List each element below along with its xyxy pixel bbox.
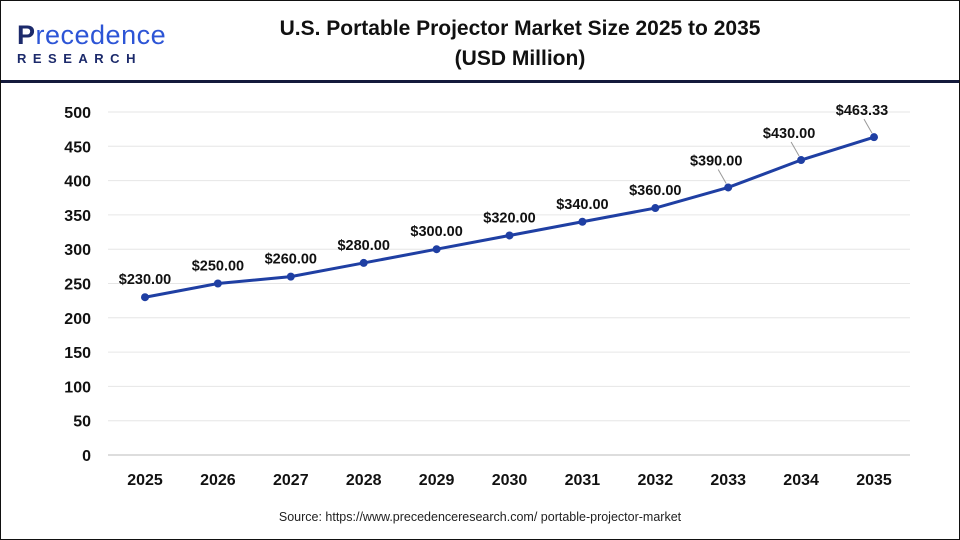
logo-initial: P — [17, 20, 36, 50]
data-label: $430.00 — [763, 126, 815, 142]
data-point — [797, 156, 806, 165]
y-tick-label: 400 — [64, 174, 91, 191]
x-tick-label: 2030 — [492, 472, 528, 489]
label-leader-line — [790, 141, 800, 157]
x-tick-label: 2027 — [273, 472, 309, 489]
x-tick-label: 2025 — [127, 472, 163, 489]
data-point — [359, 258, 368, 267]
data-label: $360.00 — [629, 183, 681, 199]
y-tick-label: 200 — [64, 311, 91, 328]
x-tick-label: 2033 — [710, 472, 746, 489]
source-note: Source: https://www.precedenceresearch.c… — [278, 510, 682, 524]
y-tick-label: 100 — [64, 379, 91, 396]
header-divider — [1, 80, 959, 83]
y-tick-label: 300 — [64, 242, 91, 259]
y-tick-label: 0 — [82, 448, 91, 465]
y-tick-label: 50 — [73, 414, 91, 431]
x-tick-label: 2031 — [565, 472, 601, 489]
data-point — [578, 217, 587, 226]
data-label: $280.00 — [337, 238, 389, 254]
chart-title-line2: (USD Million) — [454, 47, 586, 70]
data-point — [286, 272, 295, 281]
data-point — [432, 245, 441, 254]
y-tick-label: 500 — [64, 105, 91, 122]
data-point — [870, 133, 878, 142]
data-label: $260.00 — [265, 252, 317, 268]
data-point — [141, 293, 149, 302]
y-tick-label: 350 — [64, 208, 91, 225]
label-leader-line — [717, 169, 727, 184]
chart-title: U.S. Portable Projector Market Size 2025… — [240, 14, 800, 74]
label-leader-line — [863, 118, 873, 134]
data-point — [505, 231, 514, 240]
x-tick-label: 2034 — [783, 472, 819, 489]
data-label: $230.00 — [119, 272, 171, 288]
data-label: $340.00 — [556, 197, 608, 213]
data-point — [213, 279, 222, 288]
y-tick-label: 450 — [64, 139, 91, 156]
data-point — [651, 204, 660, 213]
precedence-research-logo: Precedence RESEARCH — [17, 20, 167, 67]
data-point — [724, 183, 733, 192]
data-label: $390.00 — [690, 153, 742, 169]
data-label: $463.33 — [836, 103, 888, 119]
logo-wordmark: recedence — [35, 20, 167, 50]
x-tick-label: 2029 — [419, 472, 455, 489]
logo-subtitle: RESEARCH — [17, 51, 142, 66]
x-tick-label: 2035 — [856, 472, 892, 489]
data-label: $250.00 — [192, 259, 244, 275]
x-tick-label: 2026 — [200, 472, 236, 489]
data-label: $320.00 — [483, 210, 535, 226]
y-tick-label: 250 — [64, 277, 91, 294]
chart-title-line1: U.S. Portable Projector Market Size 2025… — [279, 17, 761, 40]
x-tick-label: 2032 — [638, 472, 674, 489]
y-tick-label: 150 — [64, 345, 91, 362]
x-tick-label: 2028 — [346, 472, 382, 489]
data-label: $300.00 — [410, 224, 462, 240]
